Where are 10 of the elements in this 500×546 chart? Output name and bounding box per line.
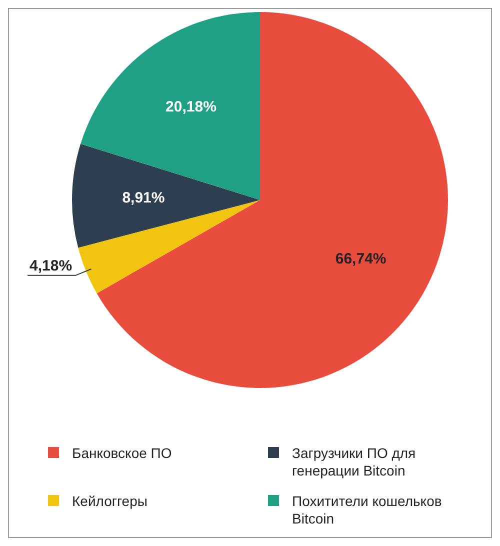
pie-slice [72,144,260,248]
legend-label: Банковское ПО [72,444,172,461]
data-label: 4,18% [30,257,72,274]
data-label: 8,91% [122,190,165,207]
legend-label: Кейлоггеры [72,492,148,509]
legend-label: Похитители кошельков Bitcoin [292,492,442,526]
data-label: 66,74% [335,250,386,268]
data-label: 20,18% [166,98,216,116]
legend-label: Загрузчики ПО для генерации Bitcoin [292,444,416,478]
pie-slice [96,12,448,388]
